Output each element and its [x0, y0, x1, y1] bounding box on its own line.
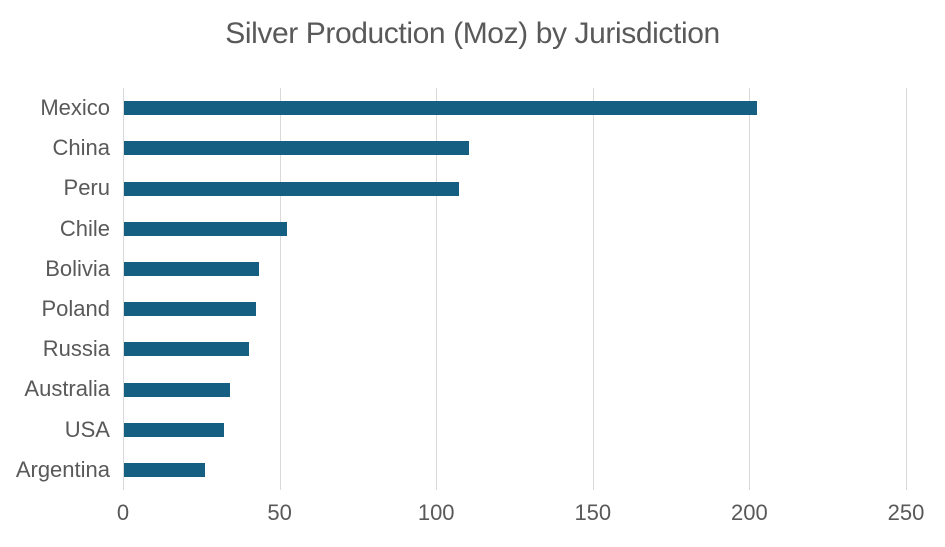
category-label-argentina: Argentina [15, 456, 110, 482]
bar-usa [124, 422, 225, 437]
gridline [436, 88, 438, 490]
gridline [279, 88, 281, 490]
category-label-chile: Chile [59, 215, 110, 241]
category-label-bolivia: Bolivia [45, 255, 110, 281]
x-tick-label: 150 [574, 500, 612, 525]
gridline [123, 88, 124, 490]
category-label-peru: Peru [63, 175, 110, 201]
category-label-usa: USA [64, 416, 110, 442]
gridline [592, 88, 594, 490]
x-tick-label: 250 [887, 500, 925, 525]
x-tick-label: 50 [267, 500, 292, 525]
bar-australia [124, 382, 231, 397]
gridline [906, 88, 907, 490]
category-label-russia: Russia [42, 336, 110, 362]
bar-bolivia [124, 261, 259, 276]
bar-peru [124, 181, 460, 196]
x-tick-label: 200 [731, 500, 768, 525]
category-label-mexico: Mexico [40, 95, 110, 120]
x-axis-tick-labels: 0 50 100 150 200 250 [0, 500, 945, 530]
y-axis-labels: Mexico China Peru Chile Bolivia Poland Russia A… [0, 88, 110, 490]
x-tick-label: 0 [116, 500, 130, 525]
bar-russia [124, 342, 250, 357]
category-label-poland: Poland [41, 296, 110, 321]
category-label-australia: Australia [24, 376, 110, 402]
gridline [749, 88, 751, 490]
category-label-china: China [52, 135, 110, 161]
plot-area [123, 88, 907, 490]
bar-mexico [124, 101, 757, 116]
x-tick-label: 100 [417, 500, 455, 525]
bar-argentina [124, 462, 206, 477]
bar-china [124, 141, 469, 156]
bar-poland [124, 302, 256, 317]
bar-chile [124, 221, 287, 236]
chart-title: Silver Production (Moz) by Jurisdiction [225, 17, 720, 50]
